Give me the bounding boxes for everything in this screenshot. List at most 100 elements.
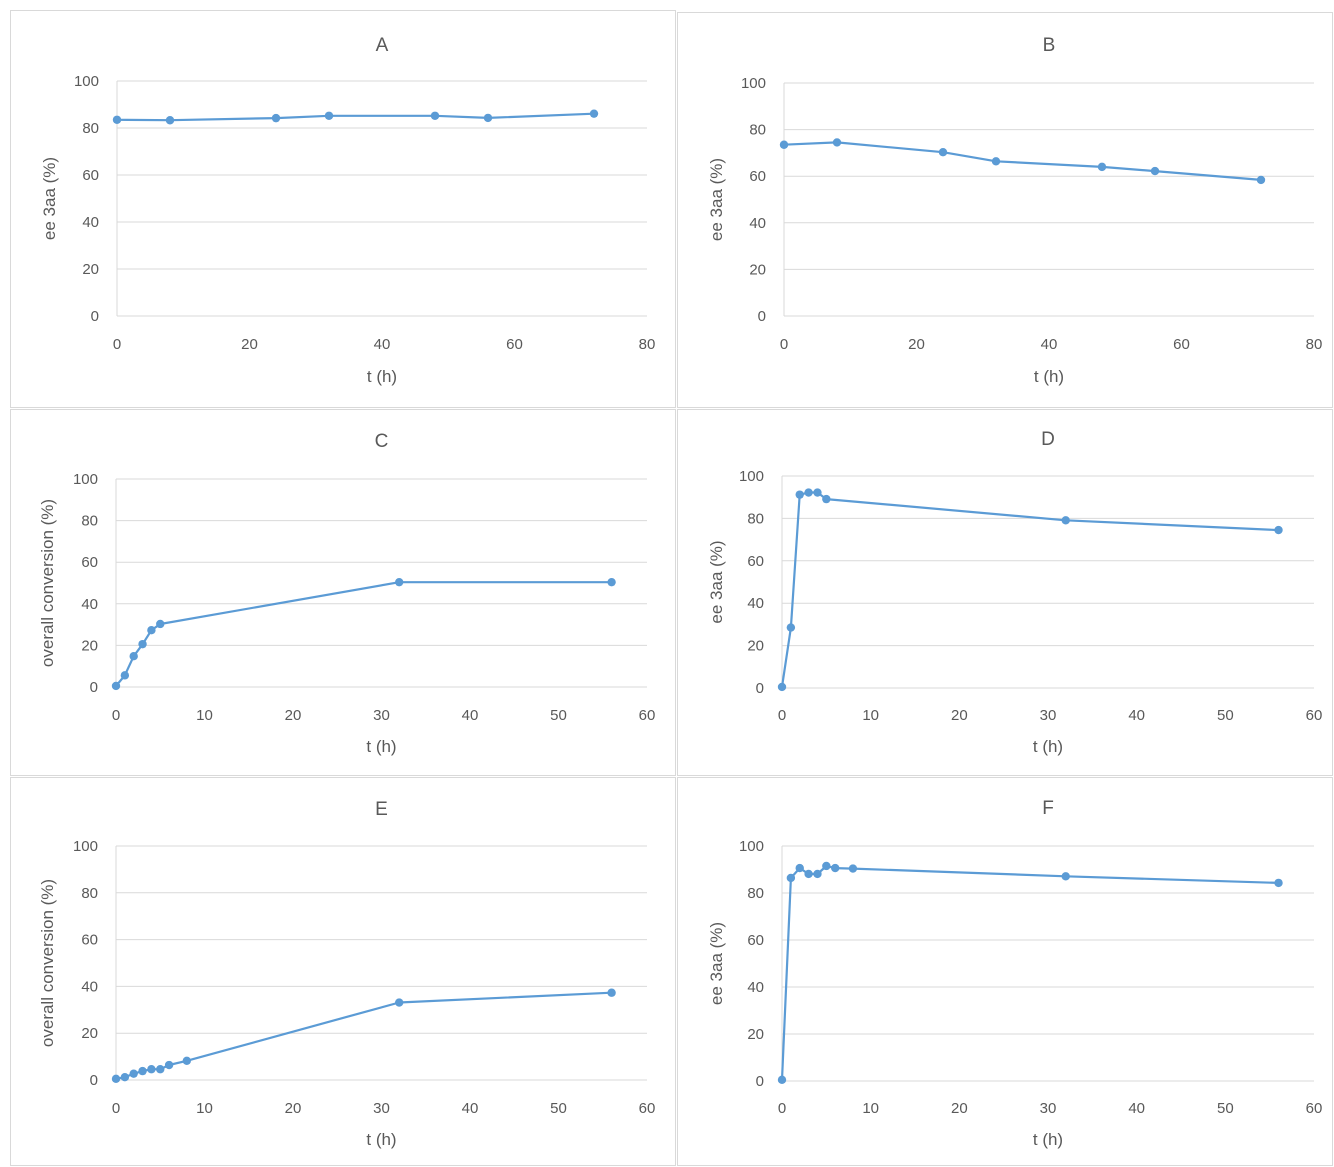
- x-axis-title: t (h): [1034, 367, 1064, 386]
- x-tick-label: 60: [639, 707, 656, 724]
- y-tick-label: 40: [747, 979, 764, 996]
- x-axis-title: t (h): [1033, 1130, 1063, 1149]
- data-point: [1274, 878, 1283, 888]
- y-tick-label: 0: [90, 1072, 98, 1089]
- data-point: [138, 1066, 147, 1076]
- y-tick-label: 20: [747, 1026, 764, 1043]
- y-axis-title: overall conversion (%): [38, 879, 57, 1047]
- series-line: [115, 581, 612, 687]
- y-tick-label: 80: [82, 120, 99, 137]
- data-point: [777, 682, 787, 692]
- x-tick-label: 50: [550, 707, 567, 724]
- series-line: [783, 141, 1262, 181]
- y-tick-label: 0: [90, 679, 98, 696]
- x-tick-label: 60: [1173, 336, 1190, 353]
- x-tick-label: 0: [112, 707, 120, 724]
- x-axis-title: t (h): [366, 737, 396, 756]
- y-axis-title: ee 3aa (%): [707, 540, 726, 623]
- series-line: [115, 991, 612, 1080]
- chart-d: D 0 20 40 60 80 100 0 10 20 30 40 50 60 t (h) ee 3aa (%…: [707, 429, 1322, 756]
- series-line: [780, 491, 1279, 688]
- data-point: [138, 639, 147, 649]
- chart-e: E 0 20 40 60 80 100 0 10 20 30 40 50 60 t (h) overall c…: [38, 799, 656, 1149]
- data-point: [182, 1056, 191, 1066]
- x-tick-label: 20: [951, 707, 968, 724]
- x-tick-label: 30: [373, 1100, 390, 1117]
- y-tick-label: 40: [749, 215, 766, 232]
- data-point: [120, 671, 130, 680]
- x-tick-label: 30: [1040, 707, 1057, 724]
- chart-a: A 0 20 40 60 80 100 0 20 40 60 80 t (h) ee 3aa (%): [40, 35, 656, 386]
- data-point: [1097, 162, 1107, 172]
- x-tick-label: 20: [908, 336, 925, 353]
- chart-panel-d: D 0 20 40 60 80 100 0 10 20 30 40 50 60 t (h) ee 3aa (%…: [677, 409, 1333, 776]
- data-point: [112, 115, 122, 124]
- y-tick-label: 60: [82, 167, 99, 184]
- x-tick-label: 20: [951, 1100, 968, 1117]
- y-axis-title: overall conversion (%): [38, 499, 57, 667]
- y-tick-label: 40: [81, 978, 98, 995]
- y-tick-label: 20: [82, 261, 99, 278]
- x-tick-label: 60: [1306, 1100, 1323, 1117]
- x-tick-label: 30: [373, 707, 390, 724]
- chart-title: D: [1041, 429, 1055, 450]
- x-axis-title: t (h): [367, 367, 397, 386]
- y-tick-label: 80: [81, 885, 98, 902]
- x-tick-label: 60: [506, 336, 523, 353]
- x-tick-label: 0: [778, 707, 786, 724]
- y-axis-title: ee 3aa (%): [707, 158, 726, 241]
- y-tick-label: 100: [739, 838, 764, 855]
- y-tick-label: 0: [91, 308, 99, 325]
- y-tick-label: 20: [747, 638, 764, 655]
- chart-title: A: [376, 35, 389, 56]
- data-point: [111, 1074, 121, 1084]
- x-tick-label: 80: [639, 336, 656, 353]
- chart-title: E: [375, 799, 388, 820]
- x-tick-label: 60: [639, 1100, 656, 1117]
- x-tick-label: 0: [112, 1100, 120, 1117]
- y-tick-label: 40: [82, 214, 99, 231]
- data-point: [1061, 872, 1070, 881]
- data-point: [1150, 166, 1160, 176]
- chart-title: B: [1043, 35, 1056, 56]
- x-tick-label: 10: [196, 1100, 213, 1117]
- y-tick-label: 20: [749, 261, 766, 278]
- data-point: [804, 869, 813, 879]
- x-axis-title: t (h): [1033, 737, 1063, 756]
- data-point: [813, 869, 822, 879]
- data-point: [779, 140, 789, 149]
- data-point: [1256, 175, 1266, 185]
- x-tick-label: 50: [1217, 707, 1234, 724]
- data-point: [848, 864, 858, 873]
- x-tick-label: 20: [241, 336, 258, 353]
- x-tick-label: 10: [862, 1100, 879, 1117]
- chart-title: F: [1042, 798, 1054, 819]
- y-tick-label: 60: [81, 554, 98, 571]
- y-tick-label: 80: [749, 122, 766, 139]
- series-line: [116, 112, 595, 122]
- chart-f: F 0 20 40 60 80 100 0 10 20 30 40 50 60 t (h) ee 3aa (%…: [707, 798, 1323, 1149]
- y-tick-label: 80: [81, 513, 98, 530]
- data-point: [991, 157, 1001, 166]
- y-tick-label: 60: [747, 932, 764, 949]
- y-tick-label: 60: [747, 553, 764, 570]
- x-tick-label: 0: [780, 336, 788, 353]
- data-point: [822, 494, 831, 504]
- x-tick-label: 0: [113, 336, 121, 353]
- data-point: [831, 863, 840, 873]
- data-point: [795, 863, 804, 873]
- x-tick-label: 40: [374, 336, 391, 353]
- data-point: [607, 577, 616, 587]
- data-point: [813, 488, 822, 497]
- y-tick-label: 0: [758, 308, 766, 325]
- y-tick-label: 0: [756, 1073, 764, 1090]
- data-point: [786, 873, 796, 883]
- x-tick-label: 10: [862, 707, 879, 724]
- y-tick-label: 100: [73, 838, 98, 855]
- y-tick-label: 20: [81, 637, 98, 654]
- x-tick-label: 30: [1040, 1100, 1057, 1117]
- x-tick-label: 50: [550, 1100, 567, 1117]
- x-tick-label: 80: [1306, 336, 1323, 353]
- data-point: [324, 111, 334, 120]
- chart-title: C: [375, 431, 389, 452]
